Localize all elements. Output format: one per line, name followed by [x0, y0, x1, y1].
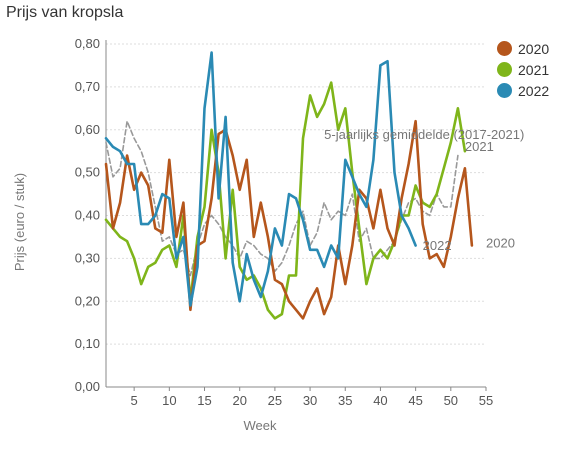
legend-item-2020[interactable]: 2020 — [497, 38, 549, 59]
legend-item-2021[interactable]: 2021 — [497, 59, 549, 80]
x-tick-label: 30 — [303, 393, 317, 408]
y-tick-label: 0,30 — [75, 250, 100, 265]
annotations: 5-jaarlijks gemiddelde (2017-2021)2021 20… — [324, 127, 524, 253]
legend-item-2022[interactable]: 2022 — [497, 80, 549, 101]
legend-label: 2022 — [518, 82, 550, 99]
x-axis-label: Week — [244, 418, 277, 433]
y-tick-label: 0,70 — [75, 79, 100, 94]
series-line-2022[interactable] — [104, 51, 417, 307]
x-tick-label: 20 — [232, 393, 246, 408]
annotation-label: 2020 — [486, 236, 515, 251]
x-tick-label: 40 — [373, 393, 387, 408]
y-tick-labels: 0,00 0,10 0,20 0,30 0,40 0,50 0,60 0,70 0,80 — [75, 36, 100, 394]
y-tick-label: 0,20 — [75, 293, 100, 308]
y-axis-label: Prijs (euro / stuk) — [12, 173, 27, 271]
annotation-label: 2021 — [465, 139, 494, 154]
series-line-2020[interactable] — [104, 119, 474, 320]
legend-label: 2020 — [518, 40, 550, 57]
y-tick-label: 0,80 — [75, 36, 100, 51]
y-tick-label: 0,50 — [75, 165, 100, 180]
series-line-5-jaarlijks-gemiddelde-2017-2021[interactable] — [105, 120, 459, 277]
x-tick-label: 35 — [338, 393, 352, 408]
y-tick-label: 0,00 — [75, 379, 100, 394]
y-tick-label: 0,10 — [75, 336, 100, 351]
x-tick-label: 10 — [162, 393, 176, 408]
x-tick-labels: 5 10 15 20 25 30 35 40 45 50 55 — [131, 387, 493, 408]
legend-swatch-2022 — [497, 83, 512, 98]
chart-title: Prijs van kropsla — [6, 4, 124, 21]
x-tick-label: 5 — [131, 393, 138, 408]
series-lines — [104, 51, 474, 320]
annotation-label: 2022 — [423, 238, 452, 253]
x-tick-label: 55 — [479, 393, 493, 408]
legend: 2020 2021 2022 — [497, 38, 549, 101]
legend-label: 2021 — [518, 61, 550, 78]
legend-swatch-2021 — [497, 62, 512, 77]
legend-swatch-2020 — [497, 41, 512, 56]
y-tick-label: 0,60 — [75, 122, 100, 137]
annotation-label: 5-jaarlijks gemiddelde (2017-2021) — [324, 127, 524, 142]
x-tick-label: 45 — [408, 393, 422, 408]
x-tick-label: 15 — [197, 393, 211, 408]
y-tick-label: 0,40 — [75, 208, 100, 223]
x-tick-label: 50 — [444, 393, 458, 408]
x-tick-label: 25 — [268, 393, 282, 408]
